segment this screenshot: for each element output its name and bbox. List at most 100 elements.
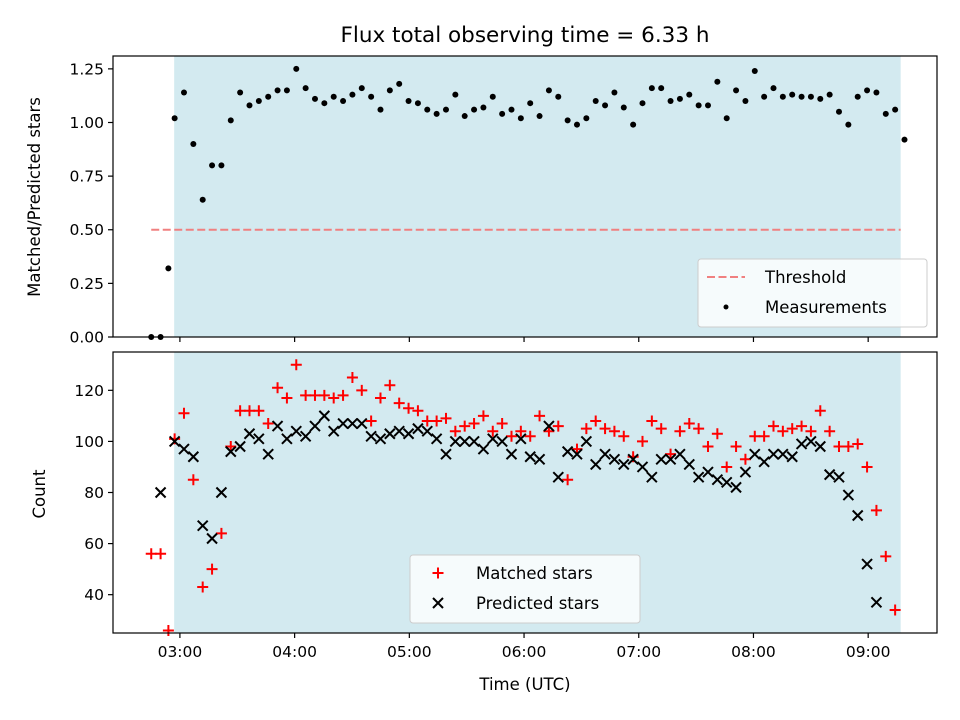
measurement-point [742, 98, 749, 105]
matched-star-point [155, 548, 167, 560]
predicted-star-point [561, 445, 574, 458]
matched-star-point [178, 407, 190, 419]
matched-star-point [711, 428, 723, 440]
matched-star-point [346, 372, 358, 384]
matched-star-point [393, 397, 405, 409]
measurement-point [695, 102, 702, 109]
matched-star-point [318, 389, 330, 401]
plot-frame [112, 351, 938, 634]
predicted-star-point [852, 509, 864, 522]
legend-box [409, 554, 641, 624]
measurement-point [789, 91, 796, 98]
y-tick-label: 80 [84, 484, 104, 502]
measurement-point [171, 115, 178, 122]
measurement-point [480, 104, 487, 111]
predicted-star-point [178, 443, 190, 455]
matched-star-point [749, 430, 761, 442]
count-panel: 40 60 80 100 120 03:00 04:00 05:00 06:00 07:00 08:… [74, 351, 938, 661]
predicted-star-point [805, 435, 817, 448]
measurement-point [555, 93, 562, 100]
predicted-star-point [346, 417, 359, 430]
matched-star-point [403, 402, 415, 414]
predicted-star-point [225, 445, 237, 458]
predicted-star-point [393, 425, 405, 437]
measurement-point [517, 115, 524, 122]
measurement-point [321, 100, 328, 107]
matched-star-point [796, 420, 808, 432]
measurement-point [835, 108, 842, 115]
matched-star-point [674, 425, 686, 437]
measurement-point [658, 85, 665, 92]
predicted-star-point [356, 417, 368, 430]
predicted-star-point [823, 468, 836, 481]
predicted-star-point [590, 458, 602, 471]
predicted-star-point [618, 458, 630, 471]
measurement-point [714, 78, 721, 85]
predicted-star-point [215, 486, 228, 499]
measurement-point [424, 106, 431, 113]
measurement-point [527, 100, 534, 107]
matched-star-point [162, 624, 174, 636]
matched-star-point [253, 405, 265, 417]
predicted-star-point [402, 428, 415, 440]
predicted-star-point [599, 448, 611, 460]
matched-star-point [786, 423, 798, 435]
predicted-star-point [739, 466, 752, 478]
matched-star-point [515, 425, 527, 437]
matched-star-point [440, 412, 452, 424]
series-matched-stars [145, 359, 901, 636]
matched-star-point [421, 415, 433, 427]
series-measurements [148, 65, 908, 340]
matched-star-point [431, 415, 443, 427]
ratio-panel: 0.00 0.25 0.50 0.75 1.00 1.25 Threshold Measure… [69, 55, 938, 347]
predicted-star-point [543, 420, 555, 432]
predicted-star-point [327, 425, 340, 437]
measurement-point [573, 121, 580, 128]
predicted-star-point [767, 448, 780, 460]
measurement-point [199, 196, 206, 203]
predicted-star-point [777, 448, 789, 460]
predicted-star-point [571, 448, 583, 460]
matched-star-point [337, 389, 349, 401]
matched-star-point [870, 504, 882, 516]
measurement-point [246, 102, 253, 109]
matched-star-point [599, 423, 611, 435]
legend-measurement-label: Measurements [765, 298, 887, 317]
matched-star-point [693, 423, 705, 435]
predicted-star-point [702, 466, 714, 478]
predicted-star-point [505, 448, 518, 460]
matched-star-point [665, 448, 677, 460]
matched-star-point [356, 384, 368, 396]
measurement-point [845, 121, 852, 128]
predicted-star-point [487, 433, 499, 445]
predicted-star-point [384, 428, 396, 440]
matched-star-point [702, 441, 714, 453]
predicted-star-point [243, 428, 256, 440]
predicted-star-point [154, 486, 167, 499]
predicted-star-point [580, 435, 593, 448]
x-axis-label: Time (UTC) [478, 675, 570, 694]
matched-star-point [145, 548, 157, 560]
measurement-point [751, 68, 758, 75]
predicted-star-point [711, 474, 724, 486]
y-tick-label: 0.25 [69, 275, 104, 293]
matched-star-point [468, 418, 480, 430]
measurement-point [358, 85, 365, 92]
legend-threshold-label: Threshold [764, 268, 846, 287]
matched-star-point [365, 415, 377, 427]
measurement-point [180, 89, 187, 96]
measurement-point [592, 98, 599, 105]
measurement-point [377, 106, 384, 113]
matched-star-point [842, 441, 854, 453]
x-tick-label: 09:00 [846, 643, 891, 661]
measurement-point [761, 93, 768, 100]
predicted-star-point [524, 451, 536, 463]
measurement-point [602, 102, 609, 109]
predicted-star-point [795, 438, 808, 450]
predicted-star-point [636, 461, 649, 473]
measurement-point [302, 85, 309, 92]
measurement-point [620, 104, 627, 111]
matched-star-point [646, 415, 658, 427]
measurement-point [433, 110, 440, 117]
measurement-point [396, 80, 403, 87]
